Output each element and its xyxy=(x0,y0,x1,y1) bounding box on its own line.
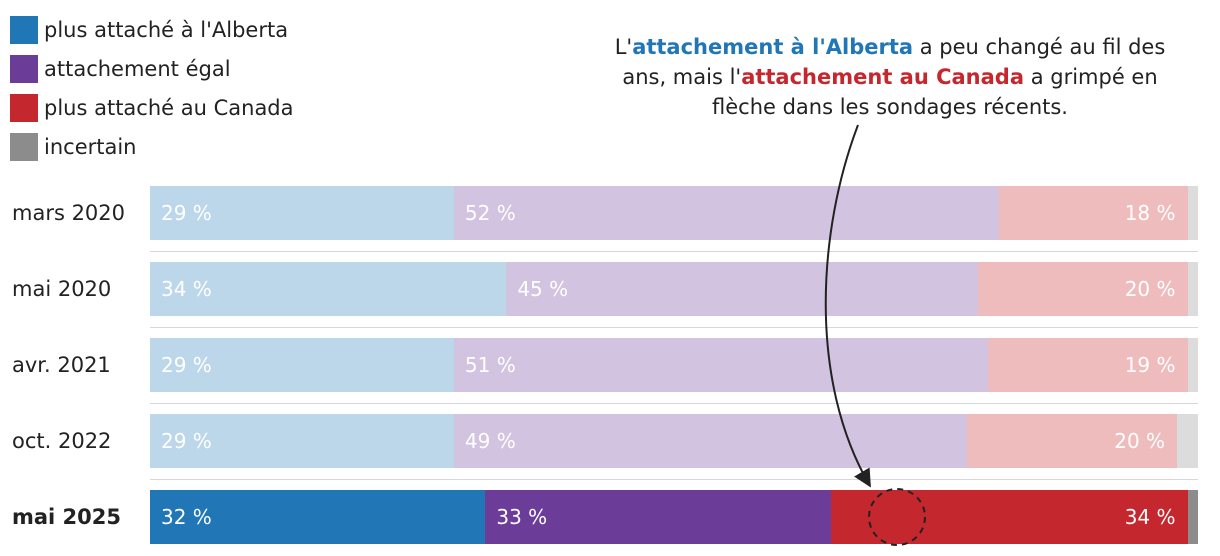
data-label: 19 % xyxy=(1124,353,1176,377)
legend-label: plus attaché au Canada xyxy=(44,95,294,120)
bar-segment xyxy=(1187,186,1198,240)
data-label: 51 % xyxy=(464,353,516,377)
category-label: mai 2025 xyxy=(12,505,122,529)
bar-segment xyxy=(485,490,832,544)
annotation-canada-highlight: attachement au Canada xyxy=(741,65,1025,89)
bar-segment xyxy=(1187,490,1198,544)
legend-label: attachement égal xyxy=(44,56,231,81)
data-label: 33 % xyxy=(496,505,548,529)
data-label: 29 % xyxy=(161,353,212,377)
row-separator xyxy=(150,403,1198,404)
bar-segment xyxy=(1187,262,1198,316)
bar-segment xyxy=(150,414,454,468)
data-label: 34 % xyxy=(161,277,212,301)
bar-segment xyxy=(988,338,1188,392)
bar-segment xyxy=(1187,338,1198,392)
legend-item: attachement égal xyxy=(10,49,294,88)
annotation-alberta-highlight: attachement à l'Alberta xyxy=(632,35,914,59)
category-label: avr. 2021 xyxy=(12,353,111,377)
legend-item: plus attaché au Canada xyxy=(10,88,294,127)
bar-segment xyxy=(150,262,507,316)
bar-segment xyxy=(1177,414,1198,468)
bar-segment xyxy=(977,262,1188,316)
annotation-text: a peu changé au fil des ans, mais l' xyxy=(622,35,1166,89)
data-label: 34 % xyxy=(1124,505,1176,529)
data-label: 52 % xyxy=(464,201,516,225)
bar-row: 29 % 49 % 20 % xyxy=(150,414,1198,468)
bar-segment xyxy=(453,338,989,392)
legend-swatch-icon xyxy=(10,93,38,122)
row-separator xyxy=(150,327,1198,328)
data-label: 29 % xyxy=(161,429,212,453)
bar-segment xyxy=(967,414,1178,468)
bar-segment xyxy=(150,490,486,544)
data-label: 29 % xyxy=(161,201,212,225)
legend-label: plus attaché à l'Alberta xyxy=(44,17,289,42)
legend: plus attaché à l'Alberta attachement égal… xyxy=(10,10,294,166)
data-label: 18 % xyxy=(1124,201,1176,225)
bar-segment xyxy=(150,338,454,392)
legend-label: incertain xyxy=(44,134,137,159)
data-label: 32 % xyxy=(161,505,212,529)
bar-segment xyxy=(453,186,999,240)
data-label: 49 % xyxy=(464,429,516,453)
legend-item: plus attaché à l'Alberta xyxy=(10,10,294,49)
category-label: mai 2020 xyxy=(12,277,112,301)
category-label: mars 2020 xyxy=(12,201,126,225)
data-label: 20 % xyxy=(1114,429,1166,453)
category-label: oct. 2022 xyxy=(12,429,112,453)
annotation-text: a grimpé en flèche dans les sondages réc… xyxy=(712,65,1158,119)
bar-row: 29 % 51 % 19 % xyxy=(150,338,1198,392)
bar-row: 29 % 52 % 18 % xyxy=(150,186,1198,240)
bar-segment xyxy=(998,186,1188,240)
bar-segment xyxy=(453,414,968,468)
legend-swatch-icon xyxy=(10,132,38,161)
legend-swatch-icon xyxy=(10,15,38,44)
bar-segment xyxy=(150,186,454,240)
legend-item: incertain xyxy=(10,127,294,166)
chart-annotation: L'attachement à l'Alberta a peu changé a… xyxy=(600,32,1180,122)
bar-row: 32 % 33 % 34 % xyxy=(150,490,1198,544)
bar-row: 34 % 45 % 20 % xyxy=(150,262,1198,316)
data-label: 45 % xyxy=(517,277,569,301)
bar-segment xyxy=(506,262,978,316)
annotation-text: L' xyxy=(614,35,633,59)
legend-swatch-icon xyxy=(10,54,38,83)
row-separator xyxy=(150,479,1198,480)
row-separator xyxy=(150,251,1198,252)
data-label: 20 % xyxy=(1124,277,1176,301)
